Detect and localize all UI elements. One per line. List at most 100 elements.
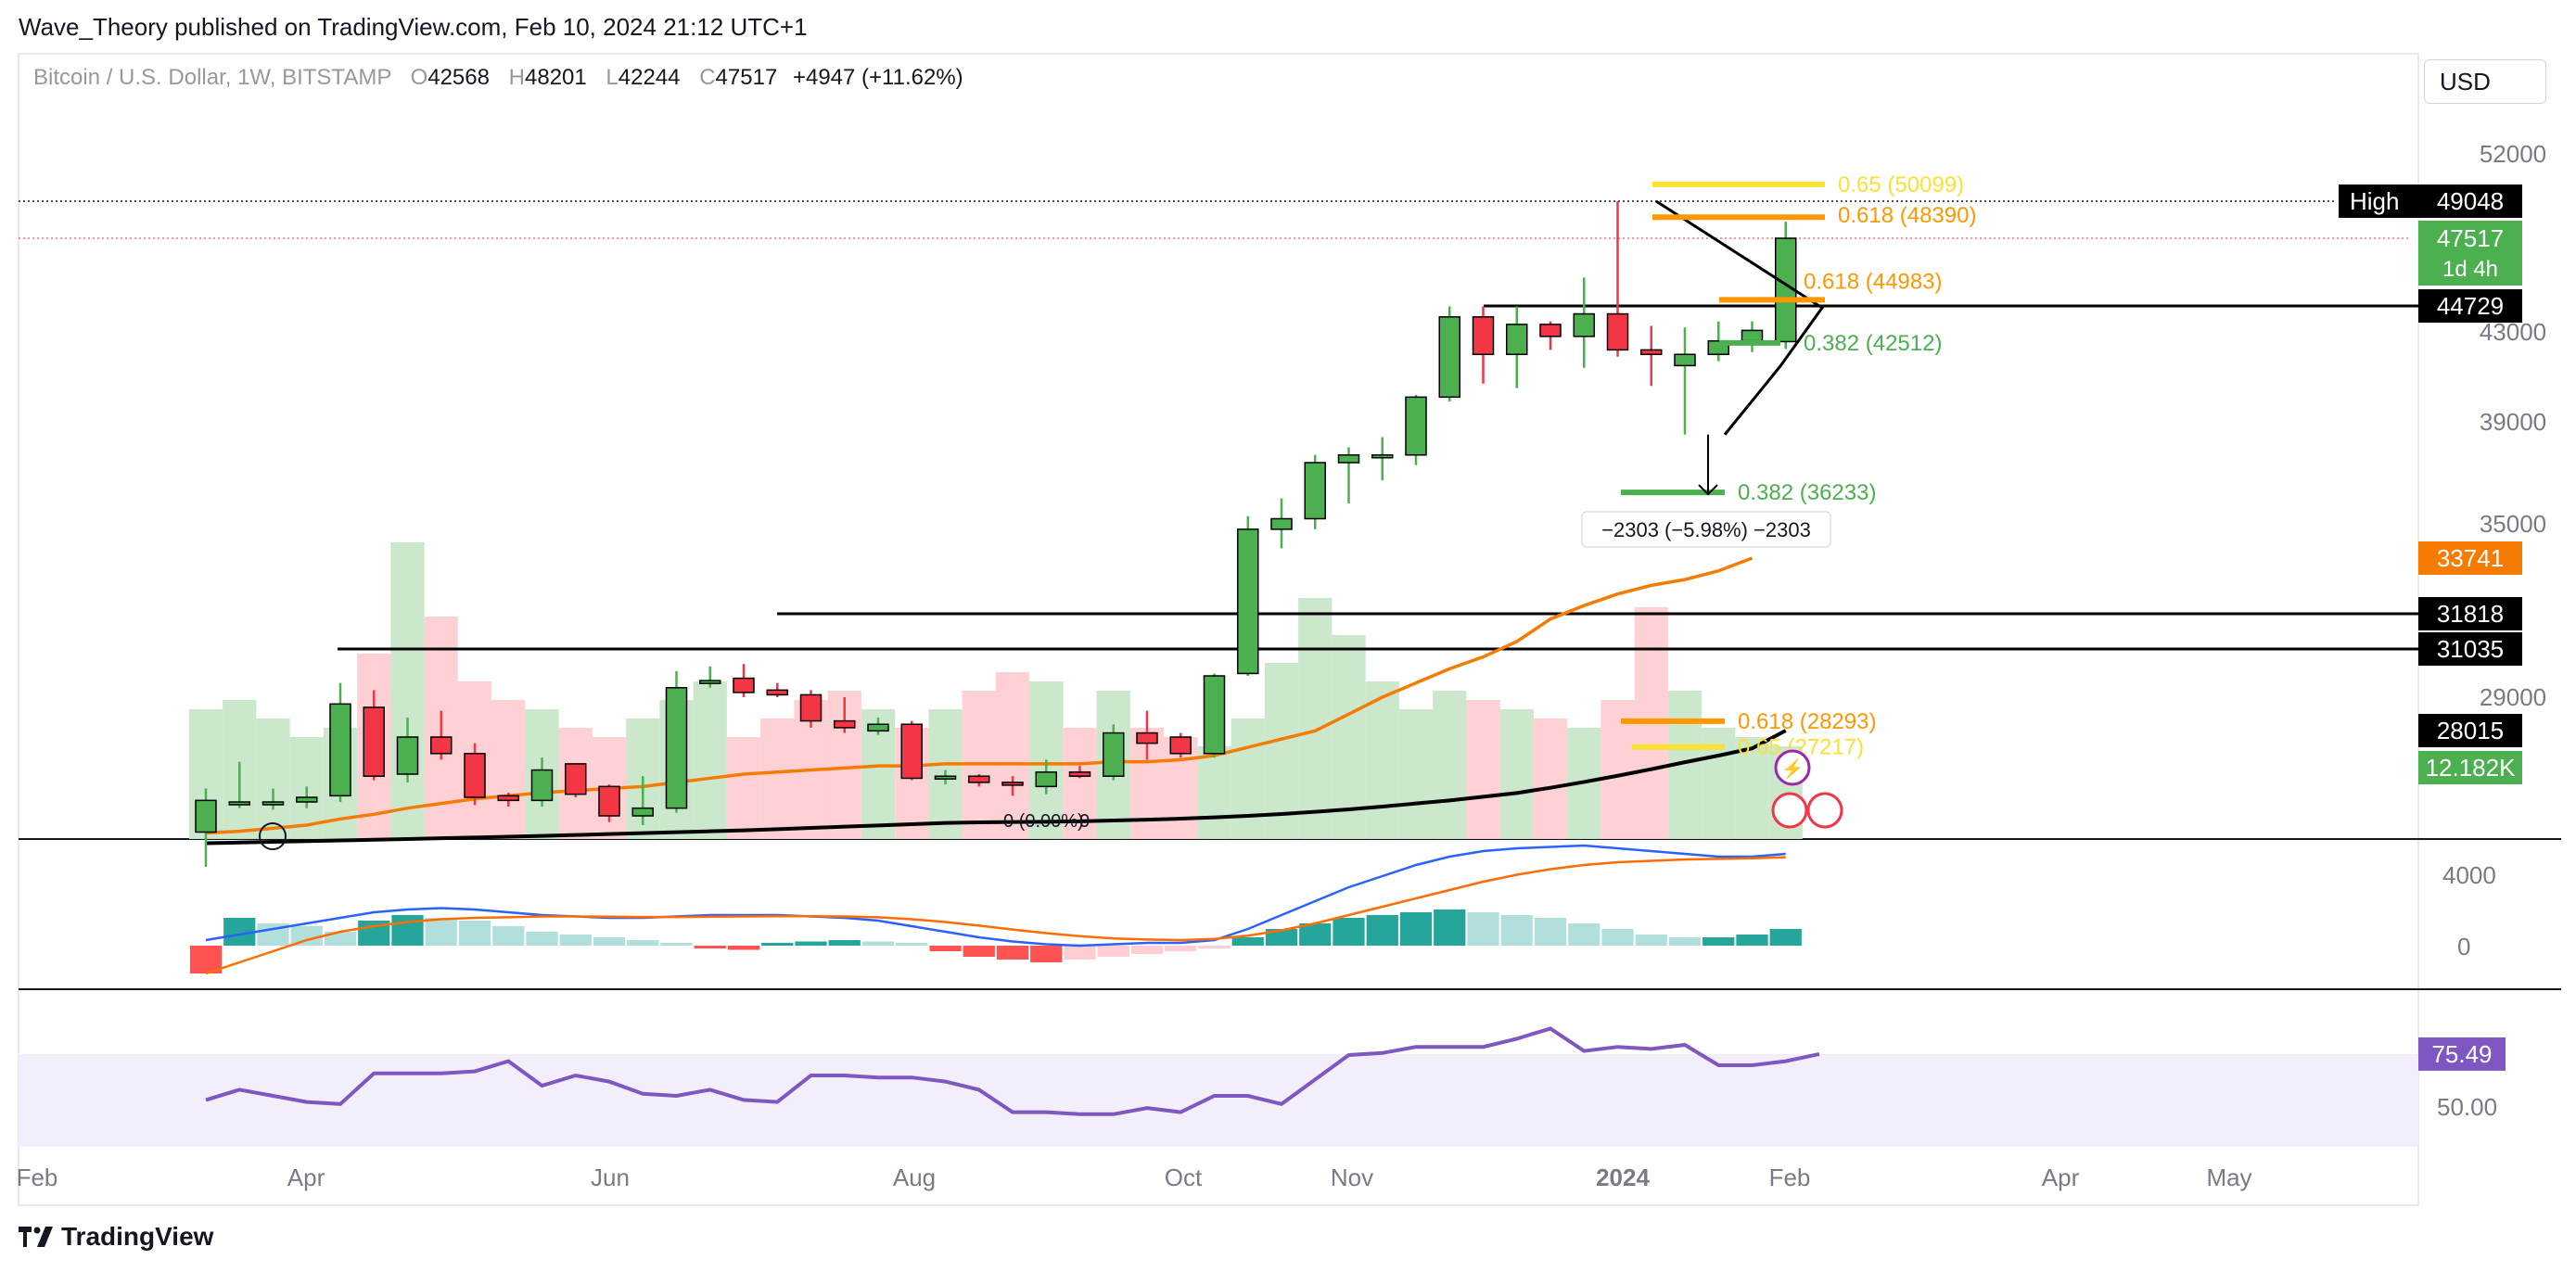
legend-close-key: C	[699, 65, 716, 90]
y-tick-label: 35000	[2480, 510, 2546, 538]
candle-body	[1472, 316, 1495, 355]
price-tag-value: 44729	[2437, 292, 2504, 320]
macd-histogram-bar	[1568, 923, 1600, 946]
legend-open-key: O	[410, 65, 428, 90]
fib-level-label: 0.618 (48390)	[1838, 203, 1976, 228]
candle-body	[665, 687, 688, 809]
currency-button[interactable]: USD	[2424, 59, 2546, 104]
candle-body	[1337, 454, 1360, 464]
macd-histogram-bar	[1736, 935, 1768, 946]
candle-body	[1136, 731, 1158, 744]
candle-body	[261, 801, 285, 806]
volume-bar	[1264, 663, 1299, 839]
legend-low-key: L	[606, 65, 618, 90]
x-axis-label: Feb	[1769, 1164, 1811, 1191]
price-tag	[2418, 632, 2522, 666]
macd-histogram-bar	[996, 946, 1029, 960]
macd-histogram-bar	[1366, 915, 1398, 946]
x-axis-label: 2024	[1596, 1164, 1650, 1191]
x-axis-label: Oct	[1165, 1164, 1203, 1191]
legend-high: 48201	[525, 65, 587, 90]
candle-body	[1506, 324, 1528, 355]
candle-body	[598, 785, 620, 817]
triangle-pattern	[1655, 199, 1825, 436]
x-axis-label: Apr	[2042, 1164, 2080, 1191]
lightning-icon-glyph: ⚡	[1781, 757, 1804, 780]
brand-name: TradingView	[61, 1222, 214, 1251]
macd-histogram-bar	[795, 941, 827, 946]
macd-histogram-bar	[627, 940, 659, 946]
y-tick-label: 29000	[2480, 683, 2546, 711]
candle-body	[228, 801, 250, 806]
volume-bar	[1332, 635, 1366, 839]
us-flag-icon	[1806, 792, 1843, 829]
macd-histogram-bar	[391, 915, 424, 946]
macd-histogram-bar	[458, 921, 491, 946]
zero-label: 0 (0.00%)	[1003, 811, 1084, 832]
candle-body	[900, 723, 923, 780]
rsi-value: 75.49	[2431, 1040, 2492, 1068]
measure-arrow-head	[1698, 484, 1718, 496]
x-axis-label: Nov	[1331, 1164, 1373, 1191]
macd-histogram-bar	[1231, 937, 1264, 946]
x-axis-label: Apr	[287, 1164, 325, 1191]
candle-body	[1371, 454, 1394, 459]
rsi-line	[205, 1026, 1820, 1116]
macd-histogram-bar	[929, 946, 962, 951]
candle-body	[1405, 396, 1427, 456]
candle-body	[1741, 329, 1764, 342]
ma200-line	[205, 729, 1787, 846]
volume-bar	[1499, 709, 1534, 839]
candle-body	[1539, 324, 1562, 337]
bar-countdown: 1d 4h	[2442, 257, 2498, 282]
macd-histogram-bar	[559, 935, 592, 946]
macd-histogram-bar	[1299, 923, 1332, 946]
x-axis-label: Feb	[17, 1164, 58, 1191]
macd-histogram-bar	[1668, 937, 1702, 946]
macd-histogram-bar	[660, 943, 693, 946]
volume-bar	[1398, 709, 1434, 839]
volume-bar	[256, 719, 290, 839]
macd-histogram-bar	[1097, 946, 1129, 957]
published-by-text: Wave_Theory published on TradingView.com…	[19, 13, 808, 41]
volume-bar	[1298, 598, 1333, 839]
volume-bar	[726, 737, 761, 839]
macd-histogram-bar	[290, 926, 323, 946]
candle-body	[834, 719, 856, 729]
volume-bar	[1433, 691, 1467, 839]
zero-label: 0	[1079, 811, 1090, 832]
macd-histogram-bar	[1601, 929, 1634, 946]
measure-box	[1581, 511, 1831, 548]
macd-line	[205, 844, 1786, 948]
volume-bar	[1533, 719, 1568, 839]
macd-histogram-bar	[1399, 912, 1433, 946]
tradingview-brand[interactable]: TradingView	[19, 1222, 213, 1252]
high-tag	[2339, 184, 2418, 218]
fib-level-label: 0.65 (50099)	[1838, 172, 1964, 197]
price-tag	[2418, 751, 2522, 784]
high-tag-label: High	[2350, 187, 2399, 215]
candle-body	[799, 693, 823, 722]
candle-body	[1068, 771, 1091, 777]
fib-level-label: 0.618 (28293)	[1738, 709, 1876, 734]
candle-body	[631, 807, 654, 817]
fib-level-label: 0.382 (42512)	[1804, 331, 1942, 356]
price-tag-value: 28015	[2437, 717, 2504, 744]
candle-body	[733, 677, 755, 693]
current-price-value: 47517	[2437, 224, 2504, 252]
macd-histogram-bar	[1064, 946, 1096, 960]
tradingview-logo-icon	[19, 1227, 53, 1247]
macd-histogram-bar	[1500, 915, 1533, 946]
ma50-line	[205, 556, 1753, 835]
volume-bar	[491, 700, 526, 839]
candle-body	[1674, 353, 1696, 367]
legend-open: 42568	[427, 65, 490, 90]
legend-change: +4947 (+11.62%)	[792, 65, 963, 90]
macd-histogram-bar	[1635, 935, 1667, 946]
legend-close: 47517	[715, 65, 778, 90]
fib-level-label: 0.618 (44983)	[1804, 269, 1942, 294]
rsi-tick-label: 50.00	[2437, 1093, 2497, 1121]
macd-histogram-bar	[963, 946, 995, 957]
candle-body	[1304, 462, 1326, 520]
